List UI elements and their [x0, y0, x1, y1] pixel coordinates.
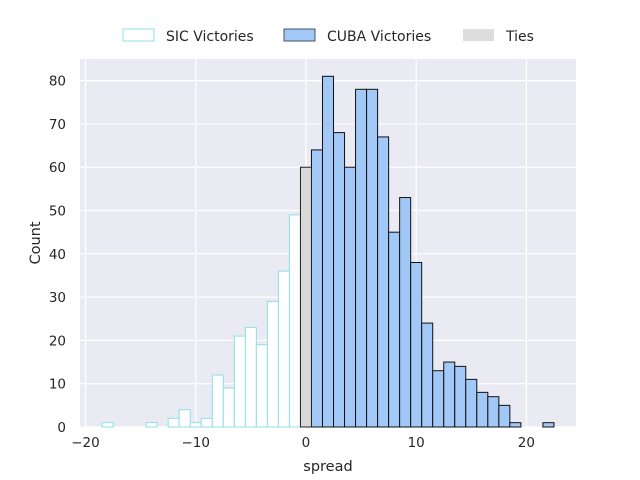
cuba-victories-bar	[333, 132, 346, 428]
cuba-victories-bar	[310, 149, 323, 428]
cuba-victories-bar	[410, 261, 423, 428]
x-tick-label: −20	[71, 435, 100, 451]
cuba-victories-bar	[432, 370, 445, 428]
cuba-victories-bar	[344, 166, 357, 428]
cuba-victories-legend-swatch	[283, 28, 316, 42]
ties-legend-label: Ties	[505, 29, 534, 45]
cuba-victories-bar	[366, 88, 379, 428]
sic-victories-bar	[145, 422, 158, 428]
cuba-victories-legend-label: CUBA Victories	[327, 29, 431, 45]
y-tick-label: 40	[49, 247, 66, 263]
sic-victories-bar	[222, 387, 235, 428]
bars	[101, 75, 555, 428]
cuba-victories-bar	[321, 75, 335, 428]
cuba-victories-bar	[454, 365, 467, 428]
y-tick-label: 20	[49, 333, 66, 349]
cuba-victories-bar	[399, 197, 412, 428]
cuba-victories-bar	[498, 404, 511, 428]
y-tick-label: 60	[49, 160, 66, 176]
sic-victories-bar	[277, 270, 290, 428]
y-tick-label: 50	[49, 204, 66, 220]
x-tick-label: −10	[181, 435, 210, 451]
sic-victories-bar	[244, 326, 257, 428]
y-axis-label: Count	[28, 221, 44, 264]
sic-victories-bar	[200, 417, 213, 428]
sic-victories-bar	[255, 344, 268, 428]
cuba-victories-bar	[355, 88, 368, 428]
sic-victories-bar	[101, 422, 114, 428]
sic-victories-bar	[288, 214, 301, 428]
y-tick-label: 0	[57, 420, 66, 436]
cuba-victories-bar	[476, 391, 489, 428]
cuba-victories-bar	[487, 396, 500, 428]
cuba-victories-bar	[443, 361, 456, 428]
cuba-victories-bar	[509, 422, 522, 428]
cuba-victories-bar	[542, 422, 555, 428]
x-tick-label: 20	[518, 435, 535, 451]
y-tick-label: 80	[49, 74, 66, 90]
ties-bar	[299, 166, 312, 428]
sic-victories-bar	[233, 335, 246, 428]
y-tick-label: 30	[49, 290, 66, 306]
sic-victories-bar	[211, 374, 224, 428]
y-tick-label: 70	[49, 117, 66, 133]
sic-victories-legend-swatch	[122, 28, 155, 42]
x-tick-labels: −20 −10 0 10 20	[71, 435, 535, 451]
sic-victories-bar	[266, 300, 279, 428]
sic-victories-bar	[189, 422, 202, 428]
x-tick-label: 0	[302, 435, 311, 451]
cuba-victories-bar	[377, 136, 390, 428]
sic-victories-bar	[167, 417, 180, 428]
sic-victories-legend-label: SIC Victories	[166, 29, 254, 45]
y-tick-labels: 0 10 20 30 40 50 60 70 80	[49, 74, 66, 436]
cuba-victories-bar	[421, 322, 434, 428]
sic-victories-bar	[178, 409, 191, 428]
x-tick-label: 10	[408, 435, 425, 451]
cuba-victories-bar	[465, 378, 478, 428]
legend: SIC Victories CUBA Victories Ties	[122, 28, 534, 45]
ties-legend-swatch	[463, 29, 494, 41]
cuba-victories-bar	[388, 231, 401, 428]
y-tick-label: 10	[49, 377, 66, 393]
x-axis-label: spread	[303, 459, 352, 475]
